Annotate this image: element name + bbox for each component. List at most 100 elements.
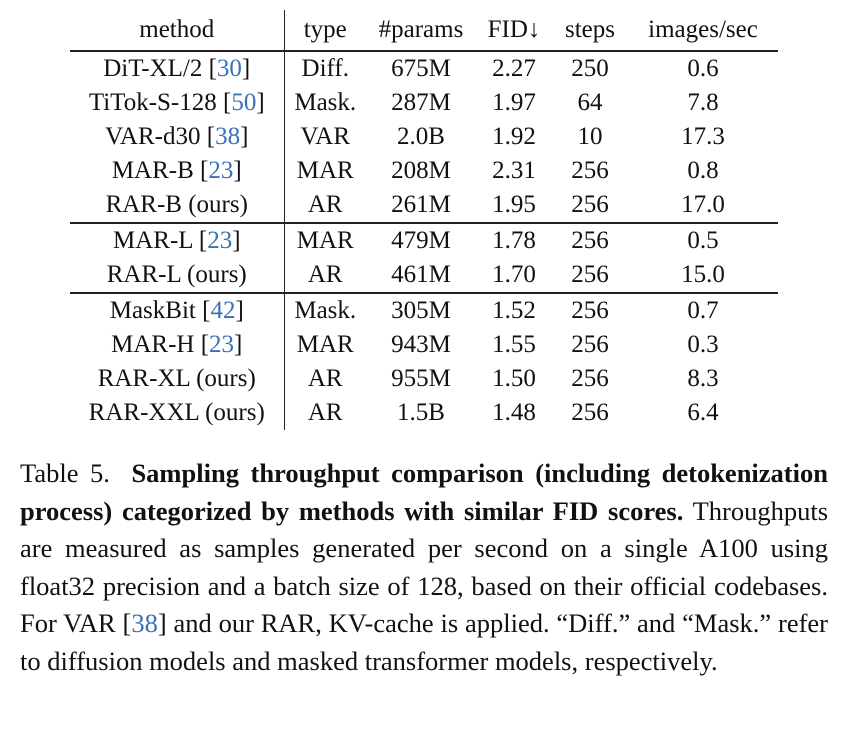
- method-name: RAR-XL (ours): [97, 365, 256, 392]
- table-row: DiT-XL/2 [30] Diff. 675M 2.27 250 0.6: [70, 51, 778, 86]
- table-row: MAR-L [23] MAR 479M 1.78 256 0.5: [70, 222, 778, 258]
- table-caption: Table 5. Sampling throughput comparison …: [20, 455, 828, 680]
- cell-method: RAR-XXL (ours): [70, 396, 285, 430]
- cell-fid: 1.97: [492, 89, 536, 116]
- citation-link[interactable]: 42: [210, 297, 236, 324]
- cell-images-per-sec: 0.7: [628, 292, 778, 328]
- cell-steps: 256: [552, 292, 628, 328]
- cell-images-per-sec: 0.6: [687, 55, 719, 82]
- method-name: MAR-H [: [111, 331, 210, 358]
- cell-type: MAR: [284, 222, 366, 258]
- method-name: MAR-B [: [111, 157, 209, 184]
- cell-type: AR: [307, 261, 343, 288]
- citation-link[interactable]: 23: [209, 331, 235, 358]
- cell-params: 675M: [391, 55, 451, 82]
- citation-bracket: ]: [233, 157, 242, 184]
- table-row: TiTok-S-128 [50] Mask. 287M 1.97 64 7.8: [70, 86, 778, 120]
- citation-link[interactable]: 23: [207, 227, 233, 254]
- cell-images-per-sec: 15.0: [681, 261, 725, 288]
- cell-steps: 256: [571, 157, 609, 184]
- caption-bold-title: Sampling throughput comparison (includin…: [20, 458, 828, 526]
- header-fid: FID↓: [476, 10, 552, 52]
- header-row: method type #params FID↓ steps images/se…: [70, 10, 778, 52]
- method-name: MAR-L [: [112, 227, 208, 254]
- cell-type: Mask.: [294, 89, 357, 116]
- cell-method: MAR-B [23]: [70, 154, 285, 188]
- cell-fid: 2.27: [492, 55, 536, 82]
- cell-fid: 1.95: [492, 191, 536, 218]
- cell-steps: 256: [571, 191, 609, 218]
- header-params: #params: [366, 10, 476, 52]
- cell-fid: 1.78: [476, 222, 552, 258]
- cell-fid: 1.92: [492, 123, 536, 150]
- header-images-per-sec: images/sec: [628, 10, 778, 52]
- method-name: TiTok-S-128 [: [88, 89, 232, 116]
- method-name: RAR-B (ours): [105, 191, 248, 218]
- cell-steps: 10: [577, 123, 603, 150]
- citation-bracket: ]: [256, 89, 265, 116]
- cell-params: 943M: [391, 331, 451, 358]
- citation-link[interactable]: 50: [231, 89, 257, 116]
- table-row: MAR-H [23] MAR 943M 1.55 256 0.3: [70, 328, 778, 362]
- citation-link[interactable]: 30: [216, 55, 242, 82]
- cell-method: TiTok-S-128 [50]: [70, 86, 285, 120]
- cell-method: RAR-B (ours): [70, 188, 285, 223]
- cell-steps: 256: [571, 261, 609, 288]
- caption-citation-link[interactable]: 38: [131, 608, 158, 638]
- cell-type: Mask.: [284, 292, 366, 328]
- table-body: DiT-XL/2 [30] Diff. 675M 2.27 250 0.6 TiTok-S-…: [70, 51, 778, 430]
- table-row: MaskBit [42] Mask. 305M 1.52 256 0.7: [70, 292, 778, 328]
- table-row: RAR-XXL (ours) AR 1.5B 1.48 256 6.4: [70, 396, 778, 430]
- citation-bracket: ]: [241, 55, 251, 82]
- caption-label: Table 5.: [20, 458, 110, 488]
- cell-params: 461M: [391, 261, 451, 288]
- method-name: DiT-XL/2 [: [103, 55, 217, 82]
- cell-method: RAR-L (ours): [70, 258, 285, 293]
- table-row: RAR-L (ours) AR 461M 1.70 256 15.0: [70, 258, 778, 293]
- cell-type: AR: [307, 365, 343, 392]
- table-row: RAR-B (ours) AR 261M 1.95 256 17.0: [70, 188, 778, 223]
- cell-steps: 64: [577, 89, 603, 116]
- method-name: RAR-L (ours): [106, 261, 247, 288]
- cell-steps: 250: [571, 55, 609, 82]
- method-name: VAR-d30 [: [105, 123, 216, 150]
- header-method: method: [70, 10, 285, 52]
- cell-images-per-sec: 7.8: [687, 89, 719, 116]
- cell-method: RAR-XL (ours): [70, 362, 285, 396]
- cell-fid: 1.70: [492, 261, 536, 288]
- cell-params: 2.0B: [397, 123, 445, 150]
- cell-steps: 256: [571, 365, 609, 392]
- citation-link[interactable]: 38: [215, 123, 241, 150]
- citation-bracket: ]: [235, 297, 244, 324]
- comparison-table: method type #params FID↓ steps images/se…: [70, 10, 778, 430]
- cell-type: MAR: [296, 331, 354, 358]
- table-row: MAR-B [23] MAR 208M 2.31 256 0.8: [70, 154, 778, 188]
- cell-fid: 1.50: [492, 365, 536, 392]
- cell-fid: 1.55: [492, 331, 536, 358]
- table-header: method type #params FID↓ steps images/se…: [70, 10, 778, 52]
- cell-images-per-sec: 0.3: [687, 331, 719, 358]
- cell-method: DiT-XL/2 [30]: [70, 51, 285, 86]
- citation-link[interactable]: 23: [208, 157, 234, 184]
- citation-bracket: ]: [232, 227, 241, 254]
- citation-bracket: ]: [240, 123, 249, 150]
- table-row: VAR-d30 [38] VAR 2.0B 1.92 10 17.3: [70, 120, 778, 154]
- caption-text-end: ] and our RAR, KV-cache is applied. “Dif…: [20, 608, 828, 676]
- cell-method: VAR-d30 [38]: [70, 120, 285, 154]
- cell-type: Diff.: [301, 55, 349, 82]
- cell-method: MAR-H [23]: [70, 328, 285, 362]
- cell-type: AR: [307, 399, 343, 426]
- cell-images-per-sec: 6.4: [687, 399, 719, 426]
- cell-type: AR: [307, 191, 343, 218]
- cell-params: 955M: [391, 365, 451, 392]
- cell-steps: 256: [571, 331, 609, 358]
- cell-type: VAR: [300, 123, 351, 150]
- cell-steps: 256: [571, 399, 609, 426]
- cell-images-per-sec: 0.5: [628, 222, 778, 258]
- table-row: RAR-XL (ours) AR 955M 1.50 256 8.3: [70, 362, 778, 396]
- cell-params: 261M: [391, 191, 451, 218]
- cell-fid: 2.31: [492, 157, 536, 184]
- header-steps: steps: [552, 10, 628, 52]
- header-type: type: [284, 10, 366, 52]
- cell-images-per-sec: 0.8: [687, 157, 719, 184]
